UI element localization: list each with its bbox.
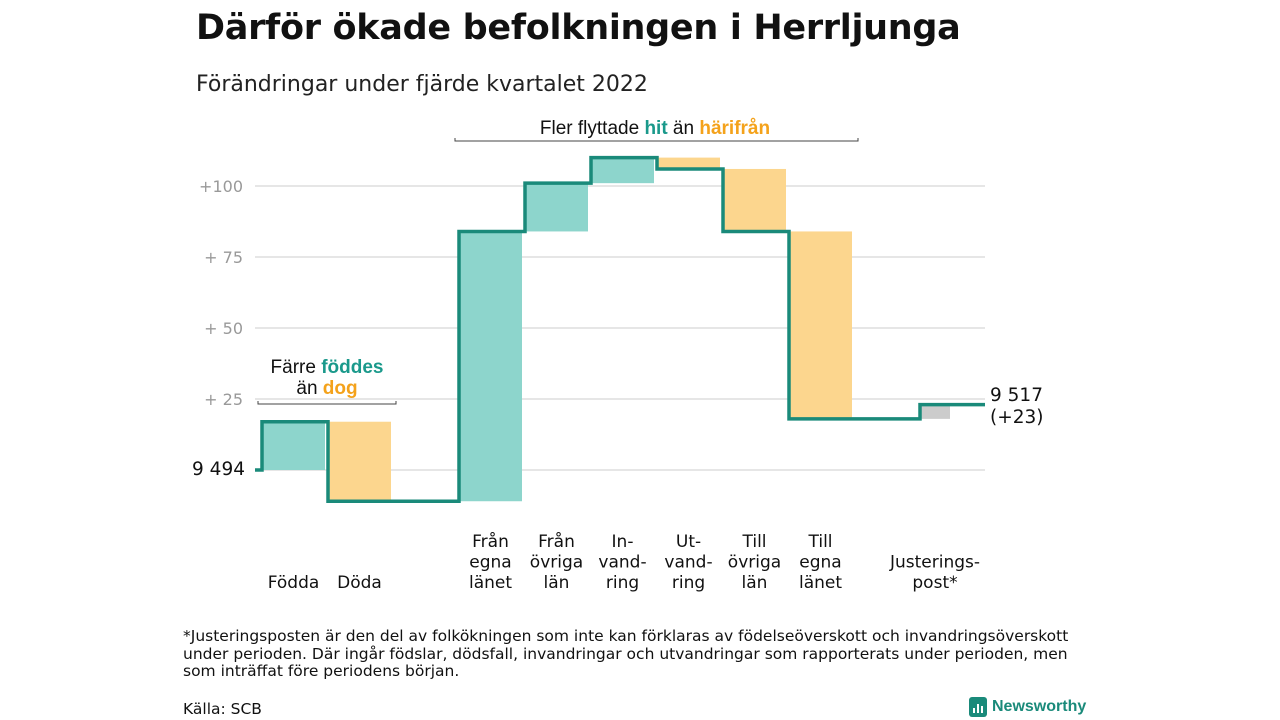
bar-negative [723,168,786,232]
source-label: Källa: SCB [183,700,262,718]
annotation-part: dog [323,378,358,399]
category-label: Till [807,532,832,552]
category-label: länet [469,573,512,593]
category-label: ring [606,573,639,593]
bar-adjustment [920,404,950,419]
end-value-label: 9 517 [990,385,1043,406]
footnote: *Justeringsposten är den del av folkökni… [183,627,1069,680]
annotation-part: Fler flyttade [540,118,645,139]
annotation-part: hit [644,118,668,139]
page-subtitle: Förändringar under fjärde kvartalet 2022 [196,72,648,97]
bar-positive [591,157,654,184]
category-label: egna [799,553,841,573]
category-label: län [742,573,768,593]
category-label: egna [469,553,511,573]
bar-negative [657,157,720,169]
annotation-part: föddes [321,357,383,378]
page-title: Därför ökade befolkningen i Herrljunga [196,8,961,48]
category-label: Döda [337,573,382,593]
category-label: vand- [664,553,712,573]
annotation-part: än [668,118,700,139]
bar-negative [328,421,391,502]
category-label: övriga [728,553,781,573]
y-tick-label: + 50 [204,319,243,338]
category-label: Från [538,531,575,552]
category-label: Ut- [676,532,701,552]
category-label: övriga [530,553,583,573]
category-label: Till [741,532,766,552]
newsworthy-logo: Newsworthy [969,696,1086,718]
annotation-births: än dog [296,378,357,399]
y-tick-label: +100 [199,177,243,196]
annotation-part: än [296,378,322,399]
end-change-label: (+23) [990,407,1043,428]
category-label: Födda [268,573,320,593]
bar-negative [789,231,852,419]
category-label: länet [799,573,842,593]
bar-positive [262,421,325,470]
start-value-label: 9 494 [192,459,245,480]
category-label: Justerings- [889,553,980,573]
category-label: län [544,573,570,593]
annotation-bracket [454,138,859,142]
annotation-bracket [257,401,397,405]
annotation-part: härifrån [699,118,770,139]
category-label: Från [472,531,509,552]
y-tick-label: + 25 [204,390,243,409]
category-label: post* [912,573,957,593]
bar-positive [459,231,522,502]
annotation-births: Färre föddes [271,357,384,378]
cumulative-step-line [255,155,985,503]
annotation-moves: Fler flyttade hit än härifrån [540,118,770,139]
annotation-part: Färre [271,357,322,378]
bar-positive [525,183,588,232]
logo-text: Newsworthy [992,698,1087,715]
category-label: In- [612,532,634,552]
category-label: ring [672,573,705,593]
bar-chart-icon [969,697,987,717]
category-label: vand- [598,553,646,573]
y-tick-label: + 75 [204,248,243,267]
